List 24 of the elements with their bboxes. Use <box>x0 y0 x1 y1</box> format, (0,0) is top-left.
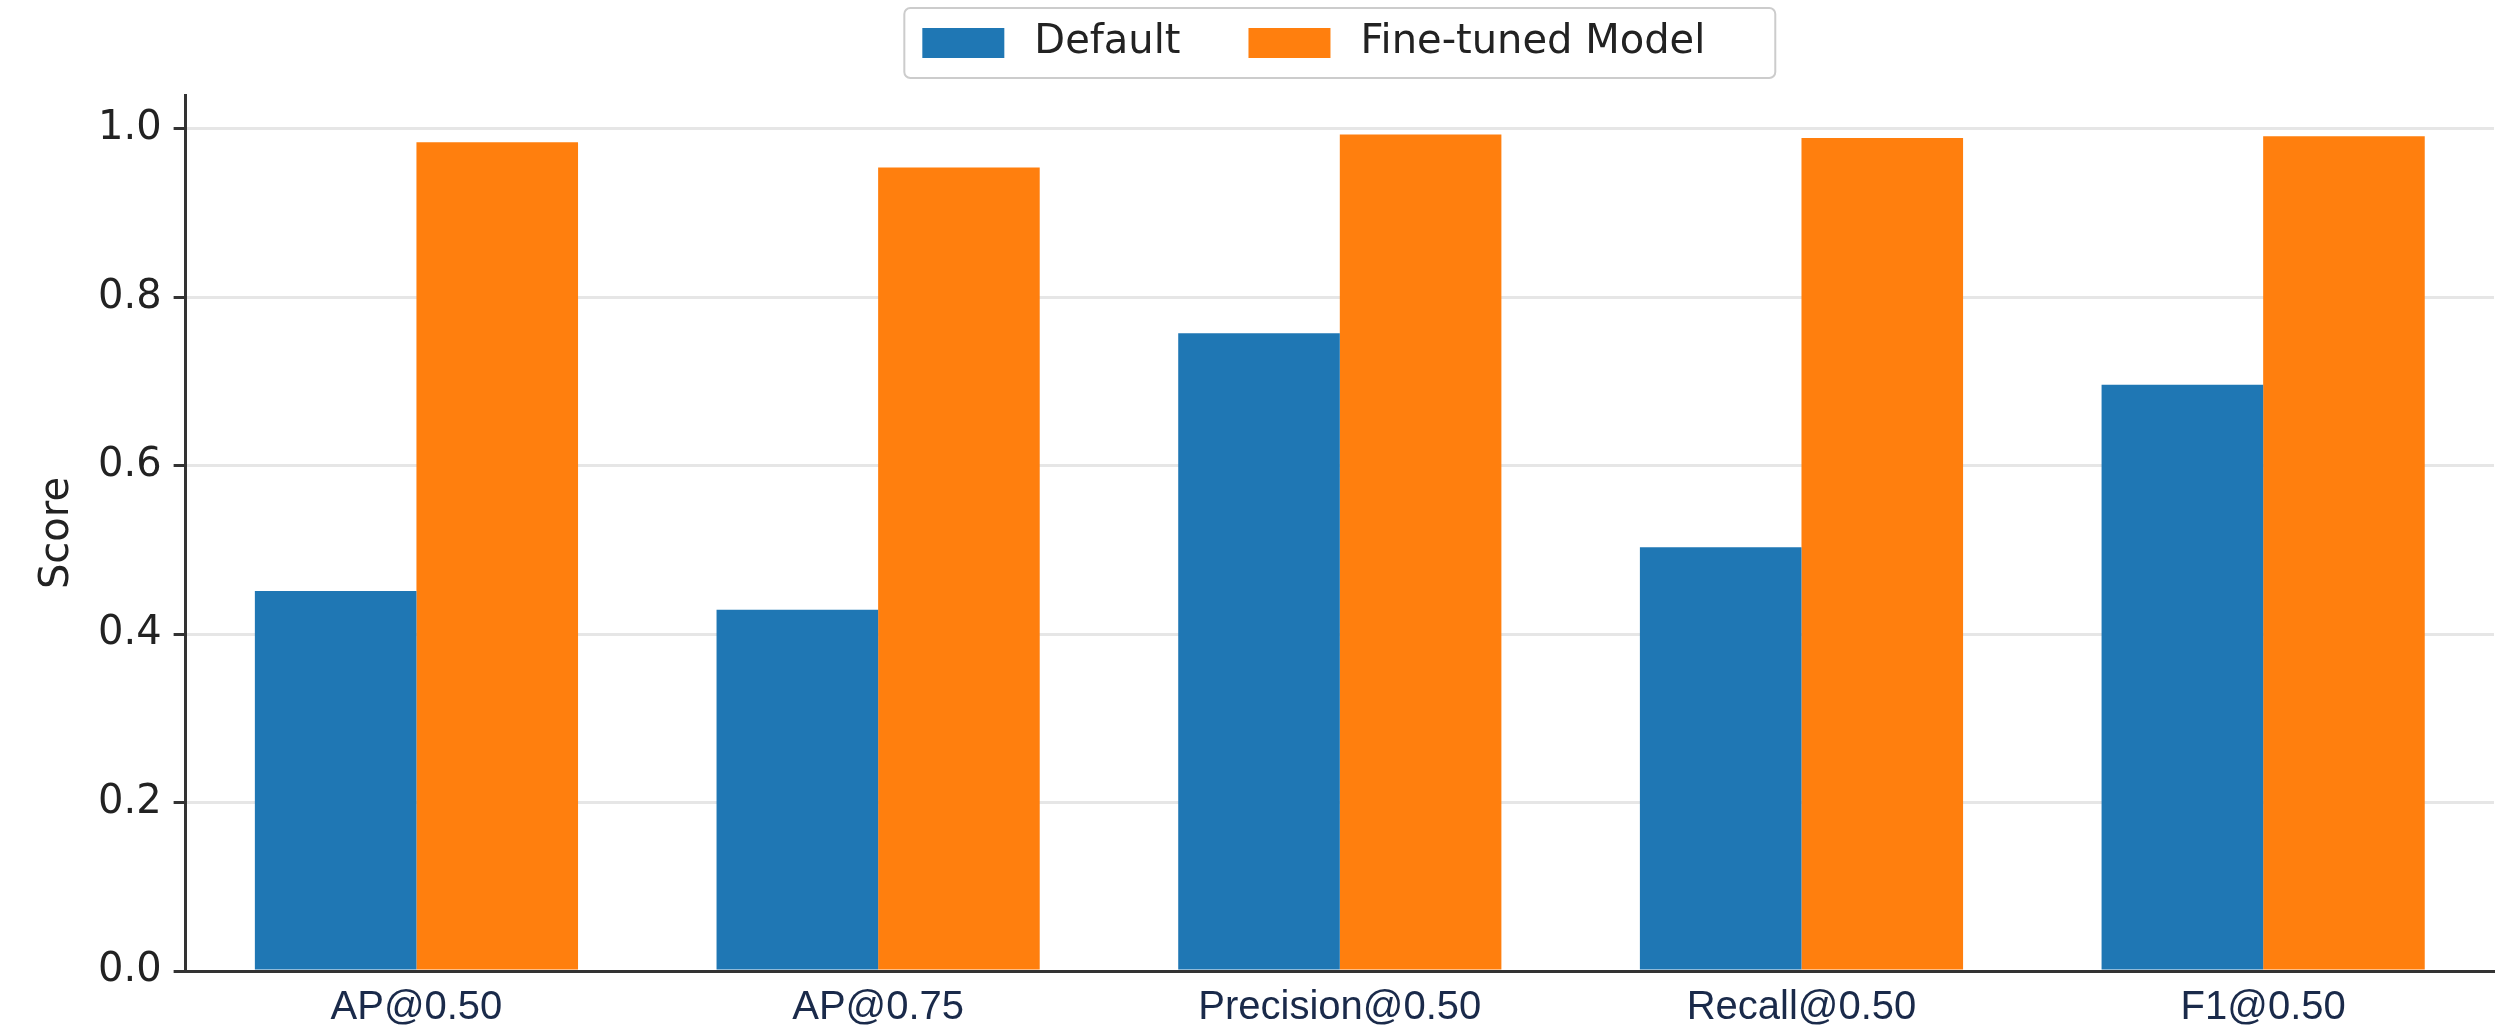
y-axis-title: Score <box>31 476 78 590</box>
y-tick-label: 1.0 <box>97 102 162 149</box>
x-tick-label: AP@0.75 <box>792 983 965 1028</box>
bar <box>254 591 417 970</box>
bar <box>878 167 1040 970</box>
bar <box>2101 384 2264 970</box>
bar <box>1801 137 1964 970</box>
bar <box>1339 134 1502 970</box>
y-tick-label: 0.2 <box>97 775 162 822</box>
bar <box>2263 136 2425 970</box>
x-tick-label: F1@0.50 <box>2180 983 2346 1028</box>
x-tick-label: Recall@0.50 <box>1686 983 1917 1028</box>
x-tick-label: AP@0.50 <box>330 983 503 1028</box>
bar <box>1639 547 1802 970</box>
legend-label: Fine-tuned Model <box>1360 16 1706 63</box>
bar <box>716 609 879 970</box>
y-tick-label: 0.8 <box>97 270 162 317</box>
bar <box>416 142 579 970</box>
bar <box>1178 333 1340 970</box>
y-tick-label: 0.6 <box>97 439 162 486</box>
legend-label: Default <box>1034 16 1181 63</box>
y-tick-label: 0.4 <box>97 607 162 654</box>
y-tick-label: 0.0 <box>97 944 162 991</box>
x-tick-label: Precision@0.50 <box>1198 983 1482 1028</box>
